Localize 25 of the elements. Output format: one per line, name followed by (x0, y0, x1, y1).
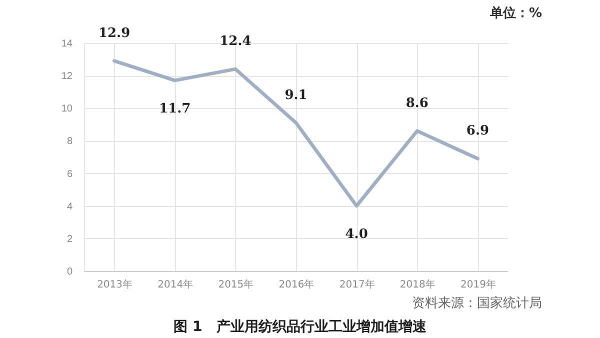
data-label: 11.7 (159, 101, 191, 116)
y-tick-label: 2 (66, 234, 73, 245)
x-tick-label: 2014年 (158, 278, 194, 290)
y-tick-label: 14 (61, 38, 73, 50)
data-label: 8.6 (406, 96, 428, 111)
data-label: 6.9 (466, 124, 490, 139)
y-tick-label: 0 (66, 266, 73, 278)
text: 单位：% (490, 5, 542, 22)
y-tick-label: 12 (61, 71, 73, 82)
y-tick-label: 6 (66, 168, 73, 180)
y-tick-label: 8 (66, 136, 73, 148)
y-tick-label: 10 (61, 104, 73, 115)
x-tick-label: 2017年 (339, 278, 375, 290)
x-tick-label: 2019年 (460, 278, 496, 290)
data-label: 12.4 (220, 34, 252, 50)
x-tick-label: 2015年 (218, 278, 254, 290)
data-label: 4.0 (345, 226, 368, 242)
data-label: 12.9 (98, 26, 130, 41)
x-tick-label: 2013年 (97, 278, 133, 290)
x-tick-label: 2016年 (278, 278, 314, 290)
text: 图 1 产业用纺织品行业工业增加值增速 (172, 318, 428, 336)
x-tick-label: 2018年 (400, 278, 436, 290)
data-label: 9.1 (284, 88, 308, 103)
y-tick-label: 4 (66, 201, 73, 212)
text: 资料来源：国家统计局 (412, 295, 542, 312)
